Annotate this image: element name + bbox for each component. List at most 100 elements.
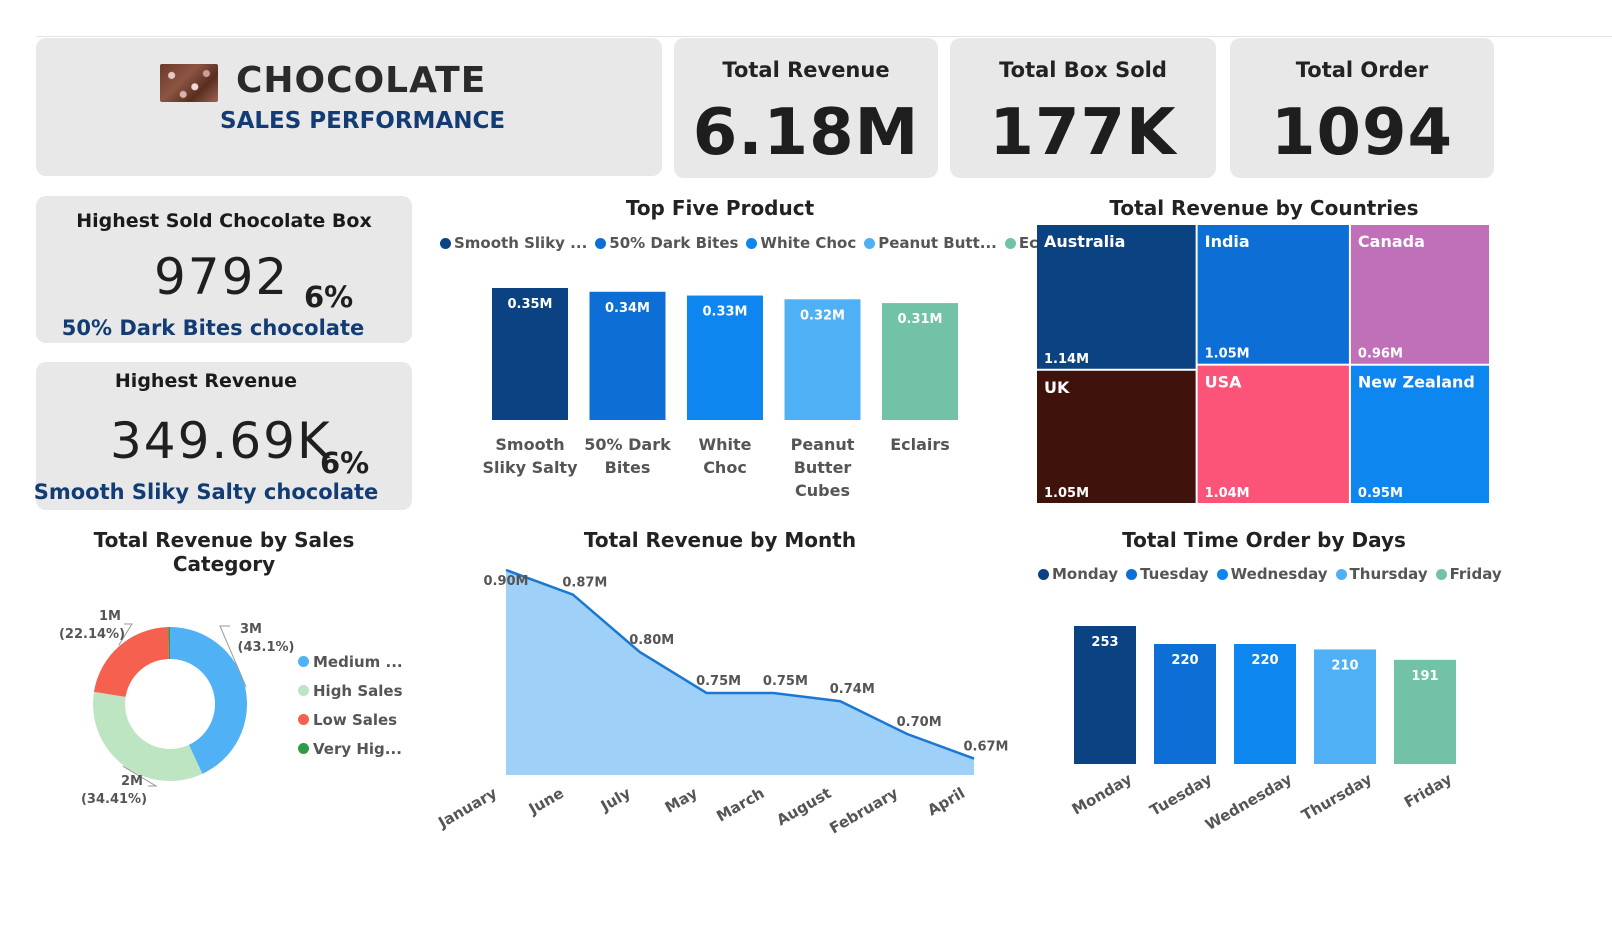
- country-name-label: Australia: [1044, 232, 1125, 251]
- country-value-label: 1.04M: [1205, 486, 1250, 501]
- product-axis-label: White: [698, 435, 751, 454]
- legend-dot-icon: [746, 237, 758, 249]
- card-percent: 6%: [320, 446, 370, 480]
- category-slice[interactable]: [93, 627, 170, 697]
- day-bar-label: 191: [1411, 669, 1438, 684]
- kpi-label: Total Order: [1295, 58, 1429, 82]
- dashboard-title: CHOCOLATE: [236, 60, 487, 101]
- product-bar[interactable]: [882, 303, 958, 420]
- product-axis-label: Peanut: [791, 435, 855, 454]
- product-legend-item[interactable]: 50% Dark Bites: [595, 234, 738, 252]
- kpi-total-order[interactable]: Total Order 1094: [1230, 38, 1494, 178]
- legend-label: Thursday: [1349, 565, 1428, 583]
- month-title: Total Revenue by Month: [583, 528, 857, 552]
- month-value-label: 0.87M: [562, 576, 607, 591]
- slice-value-label: 3M: [240, 622, 262, 637]
- day-legend-item[interactable]: Friday: [1435, 565, 1502, 583]
- month-axis-label: May: [662, 784, 701, 817]
- month-value-label: 0.80M: [629, 633, 674, 648]
- kpi-value: 1094: [1270, 96, 1454, 170]
- month-value-label: 0.70M: [897, 715, 942, 730]
- product-axis-label: Bites: [605, 458, 651, 477]
- product-axis-label: Choc: [703, 458, 747, 477]
- day-bar-label: 220: [1171, 653, 1198, 668]
- country-name-label: India: [1205, 232, 1250, 251]
- slice-percent-label: (43.1%): [238, 640, 295, 655]
- month-axis-label: January: [434, 784, 500, 832]
- day-bar[interactable]: [1234, 644, 1296, 764]
- category-slice[interactable]: [93, 691, 203, 781]
- category-legend-item[interactable]: High Sales: [298, 676, 403, 705]
- card-title: Highest Revenue: [114, 370, 298, 392]
- countries-treemap: Australia 1.14M UK 1.05M India 1.05M USA 1.04M C…: [1037, 225, 1489, 503]
- day-axis-label: Monday: [1069, 770, 1135, 819]
- product-legend-item[interactable]: White Choc: [746, 234, 856, 252]
- legend-dot-icon: [298, 714, 309, 725]
- day-bar[interactable]: [1074, 626, 1136, 764]
- legend-label: Monday: [1052, 565, 1119, 583]
- legend-dot-icon: [595, 237, 607, 249]
- product-bar[interactable]: [589, 291, 666, 420]
- country-tile[interactable]: [1037, 370, 1196, 503]
- product-bar-label: 0.31M: [897, 312, 942, 327]
- day-axis-label: Tuesday: [1147, 770, 1216, 820]
- product-axis-label: Sliky Salty: [482, 458, 578, 477]
- country-tile[interactable]: [1037, 225, 1196, 369]
- kpi-label: Total Box Sold: [999, 58, 1167, 82]
- legend-dot-icon: [298, 743, 309, 754]
- category-legend-item[interactable]: Medium ...: [298, 647, 403, 676]
- month-value-label: 0.67M: [963, 740, 1008, 755]
- country-value-label: 0.96M: [1358, 347, 1403, 362]
- day-bar[interactable]: [1394, 659, 1456, 764]
- month-axis-label: March: [713, 784, 767, 826]
- kpi-value: 177K: [989, 96, 1177, 170]
- product-bar[interactable]: [687, 295, 763, 420]
- legend-dot-icon: [1216, 568, 1228, 580]
- product-legend-item[interactable]: Peanut Butt...: [864, 234, 997, 252]
- country-tile[interactable]: [1350, 225, 1489, 364]
- card-percent: 6%: [304, 280, 354, 314]
- category-slice[interactable]: [168, 627, 170, 660]
- leader-line: [122, 765, 158, 787]
- product-axis-label: Smooth: [495, 435, 564, 454]
- country-tile[interactable]: [1197, 225, 1349, 364]
- top-products-chart: 0.35M Smooth Sliky Salty 0.34M 50% Dark Bites…: [482, 288, 958, 500]
- day-legend-item[interactable]: Wednesday: [1216, 565, 1328, 583]
- card-value: 349.69K: [110, 412, 332, 470]
- kpi-total-revenue[interactable]: Total Revenue 6.18M: [674, 38, 938, 178]
- revenue-area: [506, 570, 974, 775]
- legend-label: Tuesday: [1140, 565, 1209, 583]
- category-slice[interactable]: [170, 627, 247, 774]
- leader-line: [118, 623, 133, 646]
- kpi-value: 6.18M: [692, 96, 920, 170]
- days-title: Total Time Order by Days: [1122, 528, 1406, 552]
- country-tile[interactable]: [1197, 365, 1349, 503]
- product-legend-item[interactable]: Smooth Sliky ...: [440, 234, 587, 252]
- legend-dot-icon: [1038, 568, 1049, 580]
- category-legend: Medium ... High Sales Low Sales Very Hig...: [298, 647, 403, 763]
- chocolate-image: [160, 64, 218, 102]
- country-name-label: Canada: [1358, 232, 1425, 251]
- product-bar[interactable]: [492, 288, 568, 420]
- highest-revenue-card[interactable]: Highest Revenue 349.69K 6% Smooth Sliky …: [34, 362, 412, 510]
- country-tile[interactable]: [1350, 365, 1489, 503]
- legend-label: Wednesday: [1230, 565, 1328, 583]
- day-legend-item[interactable]: Tuesday: [1126, 565, 1209, 583]
- card-value: 9792: [154, 248, 290, 306]
- day-bar[interactable]: [1314, 649, 1376, 764]
- product-axis-label: Cubes: [795, 481, 850, 500]
- kpi-total-box-sold[interactable]: Total Box Sold 177K: [950, 38, 1216, 178]
- legend-label: 50% Dark Bites: [609, 234, 739, 252]
- day-legend-item[interactable]: Thursday: [1335, 565, 1428, 583]
- month-value-label: 0.90M: [483, 574, 528, 589]
- highest-sold-box-card[interactable]: Highest Sold Chocolate Box 9792 6% 50% D…: [36, 196, 412, 343]
- country-value-label: 1.14M: [1044, 352, 1089, 367]
- category-legend-item[interactable]: Very Hig...: [298, 734, 403, 763]
- day-legend-item[interactable]: Monday: [1038, 565, 1118, 583]
- product-bar[interactable]: [784, 299, 861, 420]
- month-axis-label: July: [597, 784, 634, 816]
- legend-dot-icon: [298, 685, 309, 696]
- revenue-line[interactable]: [505, 568, 975, 760]
- category-legend-item[interactable]: Low Sales: [298, 705, 403, 734]
- day-bar[interactable]: [1154, 644, 1216, 764]
